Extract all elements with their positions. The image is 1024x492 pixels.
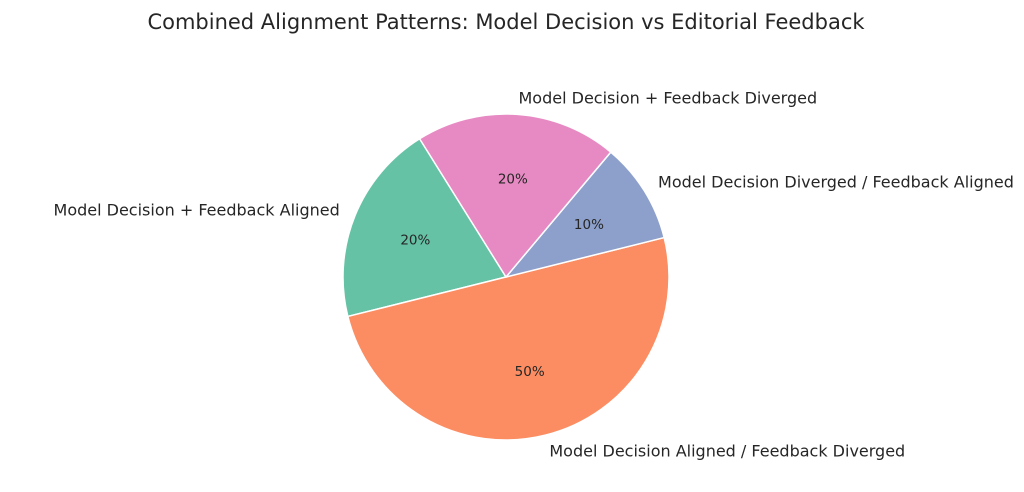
pie-slices [342, 113, 670, 441]
pie-category-label-1: Model Decision Aligned / Feedback Diverg… [549, 441, 905, 460]
pie-pct-label-2: 10% [574, 217, 604, 233]
pie-category-label-0: Model Decision + Feedback Aligned [54, 200, 340, 219]
pie-pct-label-0: 20% [400, 232, 430, 248]
pie-labels: 20% Model Decision + Feedback Aligned 50% M… [54, 89, 1014, 461]
pie-slice-2 [505, 151, 665, 278]
pie-slice-0 [342, 138, 507, 318]
pie-slice-3 [418, 113, 612, 278]
pie-slice-1 [347, 236, 670, 441]
pie-category-label-3: Model Decision + Feedback Diverged [519, 89, 818, 108]
pie-pct-label-1: 50% [515, 364, 545, 380]
chart-title: Combined Alignment Patterns: Model Decis… [147, 10, 865, 34]
pie-category-label-2: Model Decision Diverged / Feedback Align… [658, 172, 1014, 191]
pie-pct-label-3: 20% [498, 171, 528, 187]
